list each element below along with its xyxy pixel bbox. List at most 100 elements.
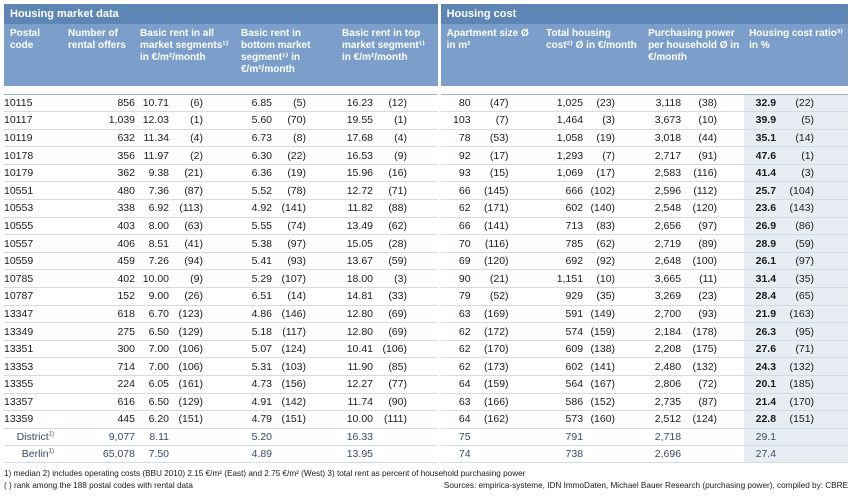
rank-rent-top: (69) — [388, 325, 407, 338]
cell-rent-all: 10.71 (6) — [135, 93, 236, 113]
cell-rental-offers: 632 — [62, 129, 135, 148]
rank-total-cost: (141) — [590, 360, 616, 373]
value-total-cost: 785 — [565, 237, 584, 250]
cell-total-cost: 1,058 (19) — [541, 129, 644, 148]
value-purchasing-power: 3,018 — [654, 131, 682, 144]
rank-apt-size: (15) — [489, 167, 509, 180]
rank-apt-size: (169) — [484, 307, 509, 320]
summary-purchasing-power: 2,718 — [643, 428, 745, 446]
cell-rent-all: 6.05 (161) — [135, 375, 236, 394]
rank-apt-size: (7) — [495, 114, 509, 127]
rank-rent-top: (1) — [394, 114, 407, 127]
cell-rent-bottom: 4.73 (156) — [236, 375, 337, 394]
rank-apt-size: (116) — [484, 237, 509, 250]
cell-apt-size: 62 (173) — [437, 357, 542, 376]
summary-cost-ratio: 27.4 — [744, 445, 849, 463]
cell-postal-code: 13359 — [4, 410, 62, 429]
rank-purchasing-power: (72) — [698, 378, 718, 391]
rank-rent-bottom: (156) — [281, 378, 306, 391]
cell-postal-code: 13347 — [4, 305, 62, 324]
cell-rent-top: 12.27 (77) — [337, 375, 440, 394]
cell-apt-size: 79 (52) — [437, 287, 542, 306]
rank-purchasing-power: (175) — [692, 343, 718, 356]
cell-purchasing-power: 2,806 (72) — [643, 375, 745, 394]
value-total-cost: 573 — [565, 413, 584, 426]
summary-rental-offers: 9,077 — [62, 428, 135, 446]
value-rent-bottom: 4.86 — [251, 307, 272, 320]
cell-postal-code: 10787 — [4, 287, 62, 306]
summary-label-footnote: 1) — [48, 448, 54, 455]
cell-total-cost: 574 (159) — [541, 322, 644, 341]
cell-rent-bottom: 4.79 (151) — [236, 410, 337, 429]
rank-rent-top: (62) — [388, 219, 407, 232]
rank-apt-size: (17) — [489, 149, 509, 162]
summary-value-rent-bottom: 4.89 — [251, 447, 272, 460]
cell-rent-top: 12.80 (69) — [337, 305, 440, 324]
rank-total-cost: (149) — [590, 307, 616, 320]
rank-total-cost: (102) — [590, 184, 616, 197]
table-row: 13347 618 6.70 (123) 4.86 (146) 12.80 (69) 63 (16… — [4, 305, 849, 324]
cell-total-cost: 785 (62) — [541, 234, 644, 253]
cell-rental-offers: 362 — [62, 164, 135, 183]
value-cost-ratio: 31.4 — [755, 272, 777, 285]
cell-rent-all: 6.50 (129) — [135, 322, 236, 341]
cell-rent-all: 9.00 (26) — [135, 287, 236, 306]
rank-cost-ratio: (151) — [789, 413, 815, 426]
value-rent-top: 15.05 — [346, 237, 373, 250]
value-rent-all: 7.26 — [148, 255, 169, 268]
value-rent-bottom: 5.18 — [251, 325, 272, 338]
cell-purchasing-power: 2,512 (124) — [643, 410, 745, 429]
value-purchasing-power: 2,656 — [654, 219, 682, 232]
value-cost-ratio: 28.9 — [755, 237, 777, 250]
cell-cost-ratio: 47.6 (1) — [744, 146, 849, 165]
rank-cost-ratio: (185) — [789, 378, 815, 391]
cell-cost-ratio: 26.3 (95) — [744, 322, 849, 341]
table-row: 13359 445 6.20 (151) 4.79 (151) 10.00 (111) 64 (1… — [4, 410, 849, 429]
summary-value-rent-top: 13.95 — [346, 447, 373, 460]
value-rent-all: 9.00 — [148, 290, 169, 303]
rank-rent-bottom: (151) — [281, 413, 306, 426]
table-row: 13351 300 7.00 (106) 5.07 (124) 10.41 (106) 62 (1… — [4, 340, 849, 359]
value-rent-all: 7.00 — [148, 343, 169, 356]
cell-postal-code: 13351 — [4, 340, 62, 359]
cell-rent-bottom: 6.73 (8) — [236, 129, 337, 148]
cell-total-cost: 609 (138) — [541, 340, 644, 359]
value-rent-all: 9.38 — [148, 167, 169, 180]
cell-cost-ratio: 31.4 (35) — [744, 269, 849, 289]
cell-cost-ratio: 26.9 (86) — [744, 217, 849, 236]
header-rent-all: Basic rent in all market segments¹⁾ in €… — [135, 24, 236, 86]
value-total-cost: 586 — [565, 395, 584, 408]
table-row: 13355 224 6.05 (161) 4.73 (156) 12.27 (77) 64 (15… — [4, 375, 849, 394]
rank-purchasing-power: (10) — [698, 114, 718, 127]
cell-apt-size: 64 (159) — [437, 375, 542, 394]
summary-value-rent-all: 8.11 — [149, 430, 169, 443]
cell-rent-top: 11.82 (88) — [337, 199, 440, 218]
cell-purchasing-power: 2,480 (132) — [643, 357, 745, 376]
cell-rental-offers: 459 — [62, 252, 135, 271]
rank-rent-bottom: (19) — [287, 167, 306, 180]
cell-cost-ratio: 24.3 (132) — [744, 357, 849, 376]
value-cost-ratio: 23.6 — [755, 202, 777, 215]
cell-rent-all: 7.00 (106) — [135, 340, 236, 359]
cell-rent-bottom: 6.51 (14) — [236, 287, 337, 306]
summary-rent-bottom: 5.20 — [236, 428, 337, 446]
rank-purchasing-power: (132) — [692, 360, 718, 373]
cell-apt-size: 62 (170) — [437, 340, 542, 359]
summary-value-rent-all: 7.50 — [148, 447, 169, 460]
value-total-cost: 602 — [565, 202, 584, 215]
rank-rent-all: (63) — [184, 219, 203, 232]
rank-rent-bottom: (124) — [281, 343, 306, 356]
value-total-cost: 1,058 — [556, 131, 584, 144]
cell-total-cost: 573 (160) — [541, 410, 644, 429]
value-purchasing-power: 3,665 — [654, 272, 682, 285]
value-purchasing-power: 2,480 — [654, 360, 682, 373]
cell-rent-all: 11.34 (4) — [135, 129, 236, 148]
value-rent-top: 16.23 — [346, 96, 373, 109]
value-rent-all: 7.36 — [148, 184, 169, 197]
rank-rent-bottom: (142) — [281, 395, 306, 408]
rank-rent-top: (106) — [382, 343, 407, 356]
value-purchasing-power: 2,700 — [654, 307, 682, 320]
summary-purchasing-power: 2,696 — [643, 445, 745, 463]
rank-purchasing-power: (23) — [698, 290, 718, 303]
rank-rent-top: (4) — [394, 131, 407, 144]
